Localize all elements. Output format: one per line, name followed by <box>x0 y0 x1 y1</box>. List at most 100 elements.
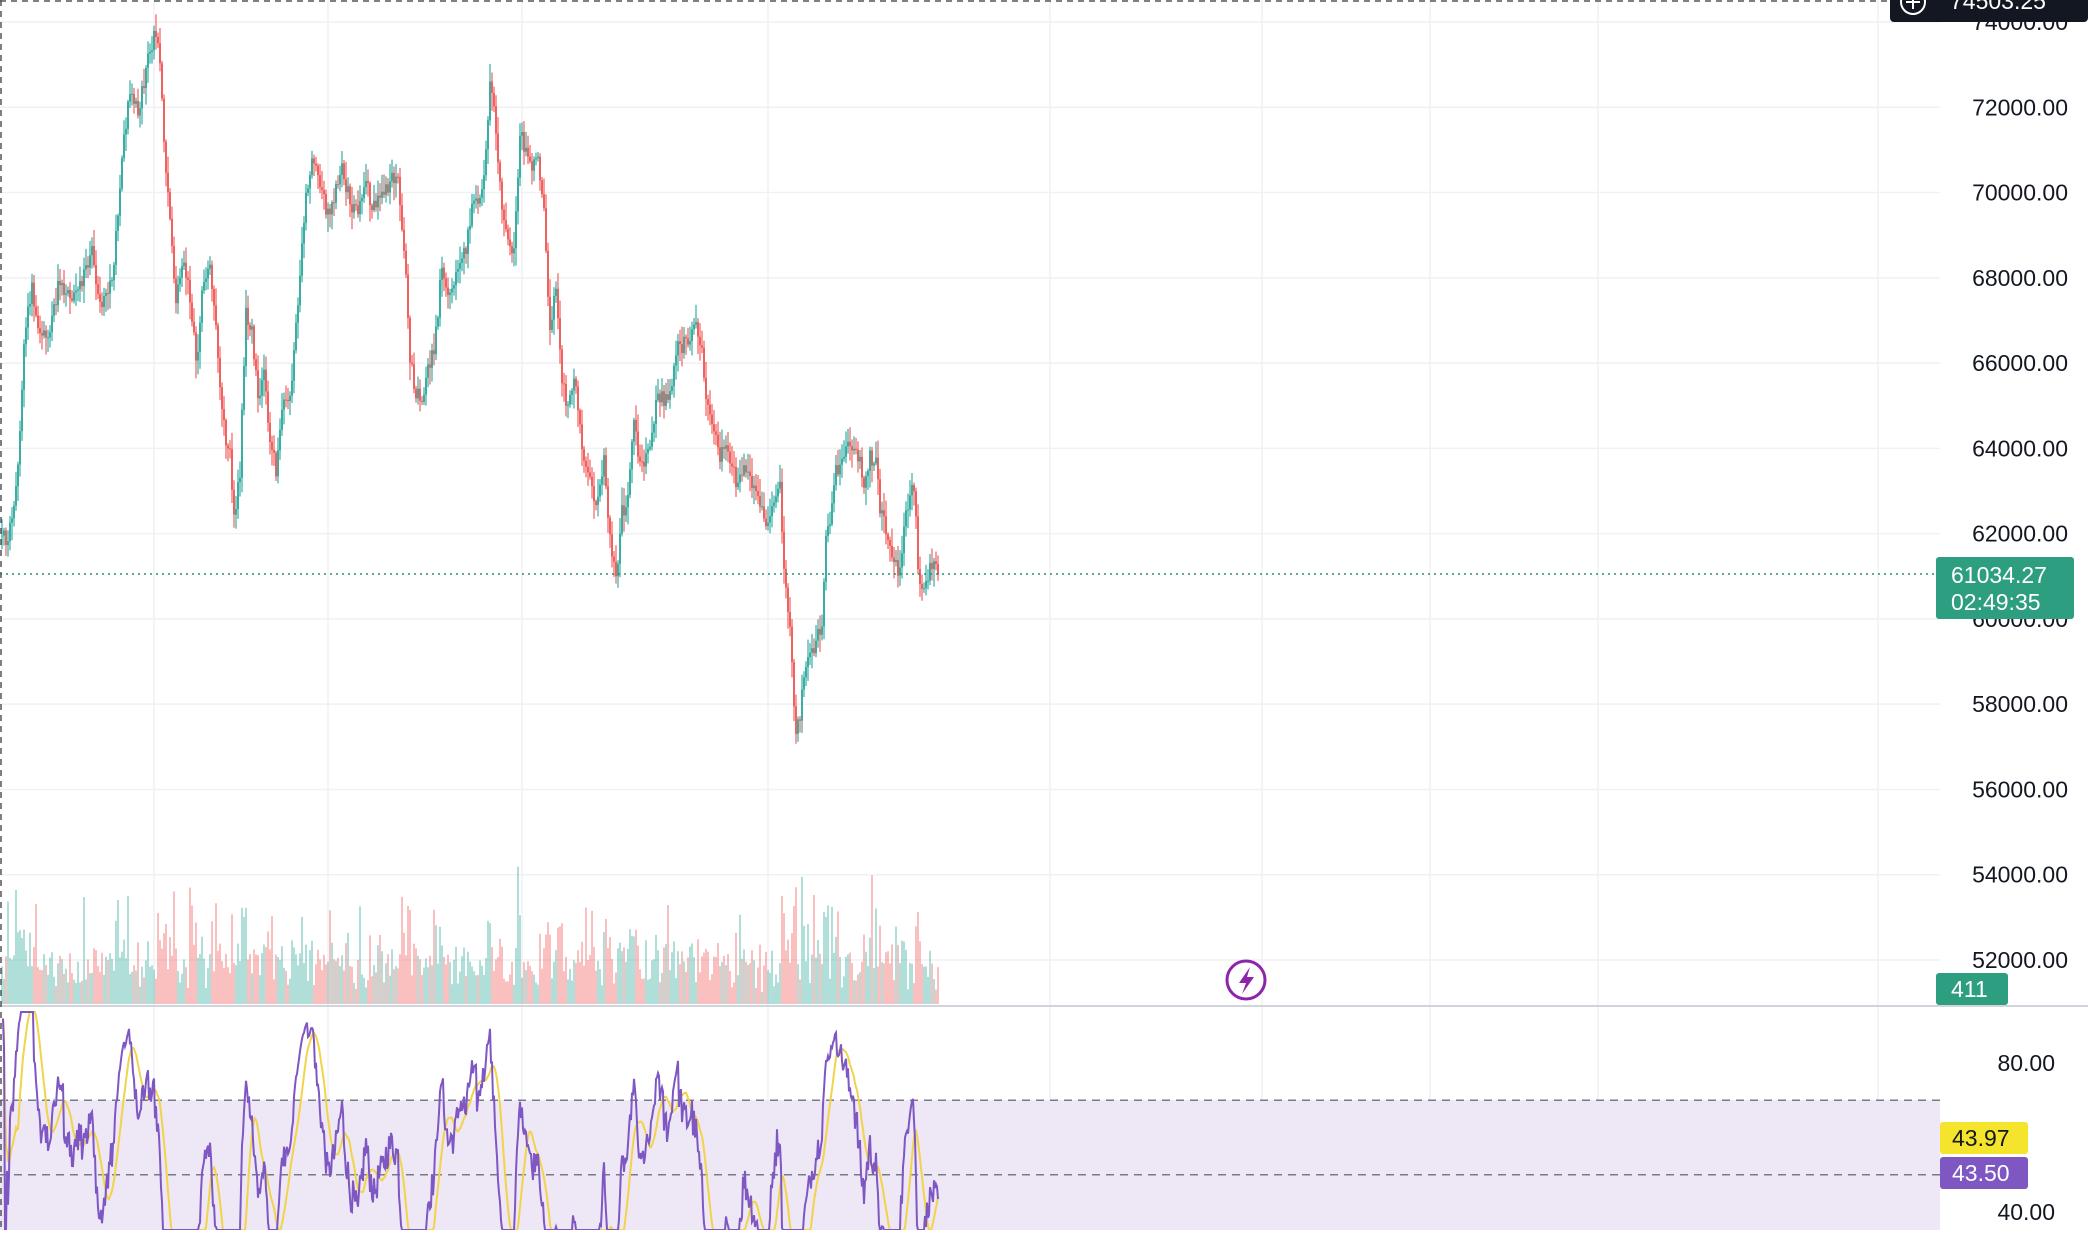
volume-bar <box>527 961 529 1004</box>
rsi-axis[interactable]: 80.00 40.00 <box>1997 1050 2055 1225</box>
candle <box>487 116 489 165</box>
candle <box>343 159 345 186</box>
volume-bar <box>233 962 235 1004</box>
candle <box>661 378 663 407</box>
volume-bar <box>777 982 779 1004</box>
volume-bar <box>479 960 481 1004</box>
lightning-icon[interactable] <box>1225 959 1267 1001</box>
candle <box>901 535 903 579</box>
volume-bar <box>319 959 321 1004</box>
candle <box>781 468 783 544</box>
volume-bar <box>583 965 585 1004</box>
candle <box>449 288 451 309</box>
volume-bar <box>577 950 579 1004</box>
volume-bar <box>215 903 217 1004</box>
candle <box>695 304 697 329</box>
candle <box>827 513 829 543</box>
candle <box>61 279 63 296</box>
candle <box>559 300 561 364</box>
candle <box>209 256 211 275</box>
volume-bar <box>799 979 801 1004</box>
price-axis-label: 52000.00 <box>1972 947 2068 973</box>
volume-bar <box>841 987 843 1004</box>
volume-bar <box>423 967 425 1004</box>
volume-bar <box>671 952 673 1004</box>
candle <box>1 519 3 550</box>
volume-bar <box>471 966 473 1004</box>
volume-bar <box>605 918 607 1004</box>
candle <box>443 262 445 292</box>
volume-bar <box>365 987 367 1004</box>
volume-bar <box>125 958 127 1004</box>
volume-bar <box>239 961 241 1004</box>
volume-bar <box>843 976 845 1004</box>
candle <box>229 440 231 459</box>
candle <box>351 186 353 230</box>
volume-bar <box>589 954 591 1004</box>
candle <box>417 376 419 405</box>
candle <box>133 87 135 114</box>
volume-bar <box>801 876 803 1004</box>
candle <box>861 447 863 488</box>
volume-bar <box>859 972 861 1004</box>
volume-bar <box>819 953 821 1004</box>
candle <box>193 308 195 336</box>
volume-bar <box>503 978 505 1004</box>
volume-bar <box>457 983 459 1004</box>
volume-bar <box>823 911 825 1004</box>
candle <box>595 499 597 511</box>
volume-bar <box>447 954 449 1004</box>
volume-bar <box>625 961 627 1004</box>
volume-bar <box>295 954 297 1004</box>
candle <box>179 268 181 292</box>
volume-bar <box>149 966 151 1004</box>
volume-bar <box>45 965 47 1004</box>
candle <box>441 256 443 297</box>
candle <box>589 459 591 480</box>
volume-bar <box>769 972 771 1004</box>
candle <box>731 446 733 476</box>
candle <box>33 274 35 322</box>
candle <box>395 164 397 198</box>
candle <box>729 442 731 474</box>
volume-bar <box>261 952 263 1004</box>
candle <box>205 267 207 291</box>
volume-bar <box>765 951 767 1004</box>
volume-bar <box>175 948 177 1004</box>
volume-bar <box>873 968 875 1004</box>
volume-bar <box>633 936 635 1004</box>
candle <box>87 256 89 279</box>
volume-bar <box>51 952 53 1004</box>
volume-bar <box>305 944 307 1004</box>
candle <box>331 200 333 230</box>
candle <box>399 167 401 222</box>
candle <box>923 582 925 593</box>
candle <box>775 484 777 509</box>
volume-bar <box>839 956 841 1004</box>
candle <box>135 97 137 108</box>
volume-bar <box>321 970 323 1004</box>
volume-bar <box>831 906 833 1004</box>
volume-bar <box>85 979 87 1004</box>
candle <box>591 467 593 499</box>
volume-bar <box>427 967 429 1004</box>
candle <box>19 420 21 477</box>
crosshair-price-label-bg <box>1890 0 2088 22</box>
volume-bar <box>743 949 745 1004</box>
candle <box>431 343 433 382</box>
candle <box>573 368 575 409</box>
candle <box>335 180 337 210</box>
plus-circle-icon[interactable] <box>1900 0 1926 15</box>
volume-bar <box>515 947 517 1004</box>
candle <box>837 449 839 477</box>
volume-bar <box>67 982 69 1004</box>
candle <box>475 185 477 209</box>
candle <box>249 322 251 337</box>
candle <box>907 493 909 529</box>
volume-bar <box>387 954 389 1004</box>
price-axis[interactable]: 74000.0072000.0070000.0068000.0066000.00… <box>1972 9 2068 973</box>
volume-bar <box>341 955 343 1004</box>
